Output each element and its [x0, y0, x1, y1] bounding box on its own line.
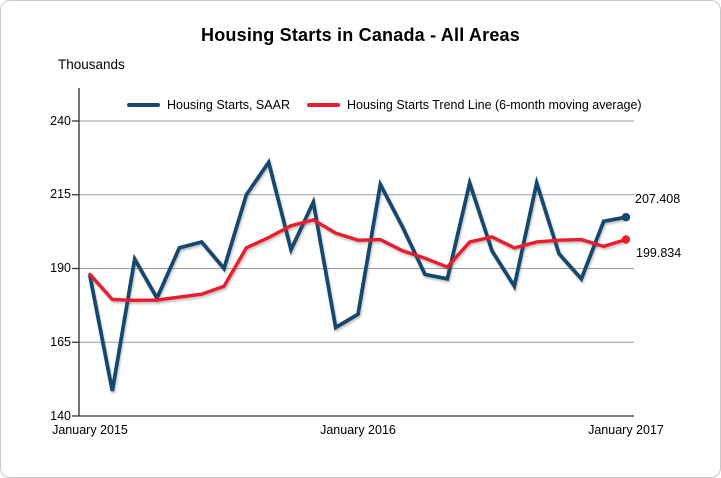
legend-label-trend: Housing Starts Trend Line (6-month movin… [347, 98, 642, 112]
saar-end-value-label: 207.408 [635, 192, 681, 206]
x-tick-label-january-2015: January 2015 [52, 423, 128, 437]
y-tick-label-215: 215 [50, 187, 71, 202]
saar-line-swatch-icon [127, 103, 160, 107]
chart-title: Housing Starts in Canada - All Areas [201, 25, 520, 45]
x-tick-label-january-2017: January 2017 [588, 423, 664, 437]
saar-series-line [88, 157, 628, 392]
y-tick-label-190: 190 [50, 261, 71, 275]
legend-item-trend: Housing Starts Trend Line (6-month movin… [307, 98, 642, 112]
saar-end-marker [621, 212, 631, 222]
x-tick-label-january-2016: January 2016 [320, 423, 396, 437]
legend-label-saar: Housing Starts, SAAR [167, 98, 290, 112]
trend-series-line [88, 217, 628, 303]
legend-item-saar: Housing Starts, SAAR [127, 98, 290, 112]
trend-end-value-label: 199.834 [636, 246, 682, 260]
y-tick-label-140: 140 [50, 408, 71, 423]
trend-line-swatch-icon [307, 103, 340, 107]
y-tick-label-165: 165 [50, 334, 71, 349]
y-tick-label-240: 240 [50, 113, 71, 128]
y-axis-unit-label: Thousands [58, 57, 125, 72]
trend-end-marker [621, 235, 631, 244]
